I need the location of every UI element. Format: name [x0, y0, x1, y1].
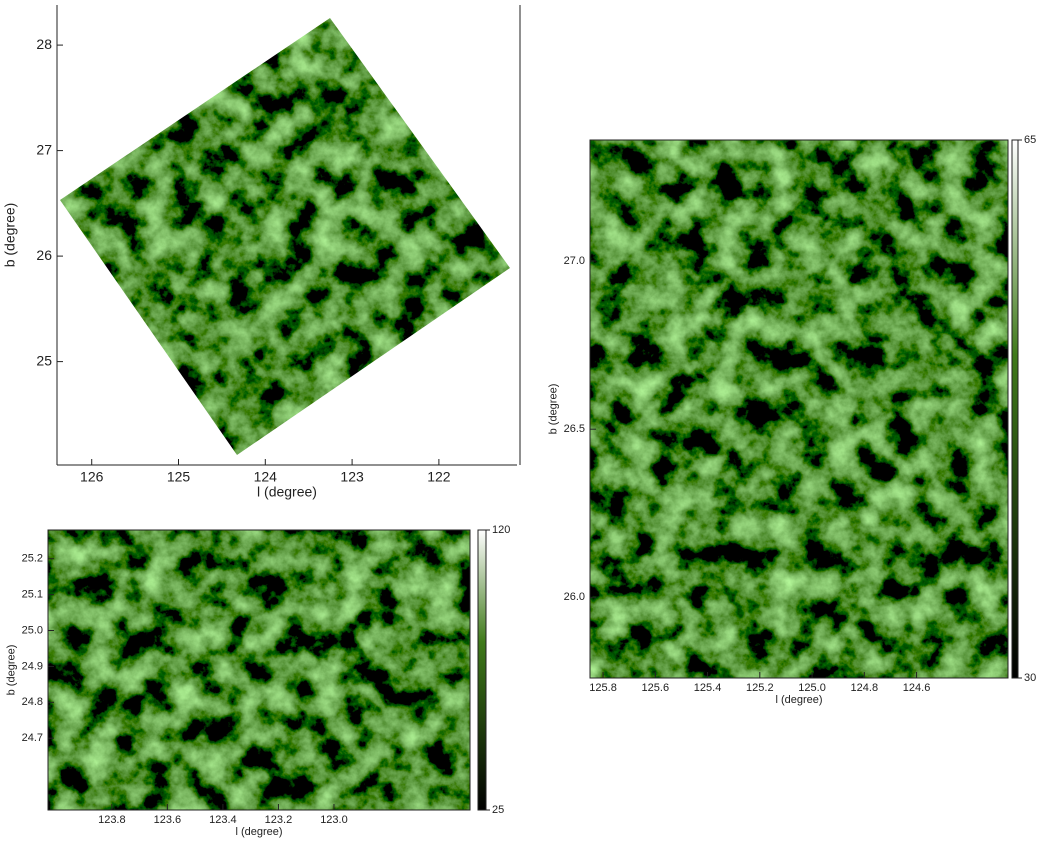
x-tick-label: 125.2 — [746, 682, 774, 694]
y-tick-label: 26.0 — [564, 591, 585, 603]
x-axis-label: l (degree) — [235, 826, 282, 838]
x-tick-label: 123.6 — [154, 814, 182, 826]
x-axis-label: l (degree) — [775, 694, 822, 706]
sky-image — [590, 140, 1008, 678]
x-tick-label: 123.4 — [209, 814, 237, 826]
y-axis-label: b (degree) — [6, 645, 18, 696]
y-tick-label: 28 — [36, 36, 52, 52]
x-tick-label: 123.2 — [265, 814, 293, 826]
colorbar — [1012, 140, 1018, 678]
y-tick-label: 26.5 — [564, 423, 585, 435]
y-tick-label: 24.9 — [22, 660, 43, 672]
figure: 126 125 124 123 122 25 26 27 28 l (degree) b (degr… — [0, 0, 1043, 843]
y-axis-label: b (degree) — [2, 203, 18, 268]
x-tick-label: 126 — [80, 468, 104, 484]
x-tick-label: 125.0 — [798, 682, 826, 694]
y-tick-label: 27 — [36, 141, 52, 157]
sky-image — [57, 5, 517, 465]
x-tick-label: 124 — [254, 468, 278, 484]
colorbar — [478, 530, 486, 810]
x-tick-label: 122 — [427, 468, 451, 484]
x-tick-label: 123.0 — [320, 814, 348, 826]
x-tick-label: 124.8 — [851, 682, 879, 694]
colorbar-tick-label: 25 — [492, 804, 504, 816]
y-tick-label: 27.0 — [564, 255, 585, 267]
y-tick-label: 25 — [36, 352, 52, 368]
y-tick-label: 24.7 — [22, 732, 43, 744]
y-tick-label: 24.8 — [22, 696, 43, 708]
x-tick-label: 125.4 — [694, 682, 722, 694]
y-tick-label: 25.0 — [22, 624, 43, 636]
y-tick-label: 26 — [36, 247, 52, 263]
sky-image — [48, 530, 470, 810]
x-tick-label: 123.8 — [98, 814, 126, 826]
x-tick-label: 125.6 — [642, 682, 670, 694]
y-axis-label: b (degree) — [548, 384, 560, 435]
x-tick-label: 123 — [340, 468, 364, 484]
x-axis-label: l (degree) — [257, 484, 317, 500]
x-tick-label: 125.8 — [589, 682, 617, 694]
y-tick-label: 25.2 — [22, 553, 43, 565]
y-tick-label: 25.1 — [22, 589, 43, 601]
colorbar-tick-label: 120 — [492, 524, 510, 536]
colorbar-tick-label: 30 — [1024, 672, 1036, 684]
x-tick-label: 125 — [167, 468, 191, 484]
colorbar-tick-label: 65 — [1024, 134, 1036, 146]
x-tick-label: 124.6 — [903, 682, 931, 694]
